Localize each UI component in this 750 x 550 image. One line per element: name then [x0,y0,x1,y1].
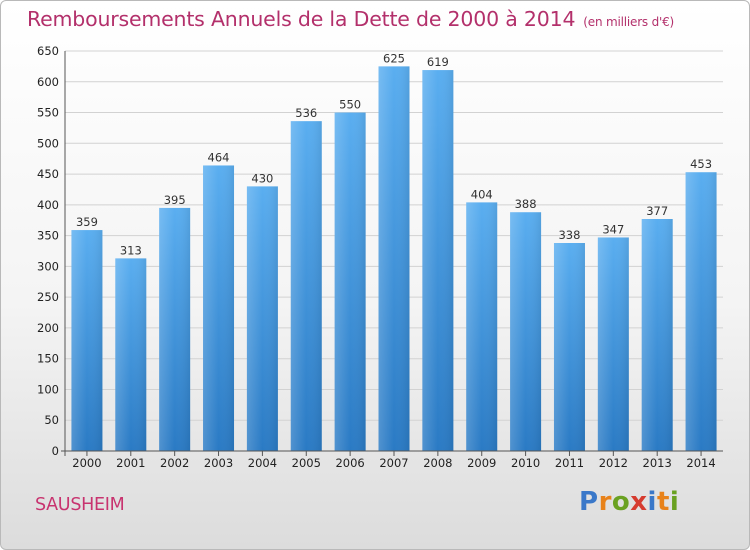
y-tick-label: 150 [37,352,59,366]
logo-letter: x [630,487,648,517]
bar-value-label: 625 [383,51,405,65]
bar-value-label: 453 [690,157,712,171]
y-tick-label: 50 [44,413,59,427]
y-tick-label: 350 [37,229,59,243]
bar-value-label: 550 [339,98,361,112]
bar-value-label: 347 [602,222,624,236]
logo-letter: r [598,487,612,517]
bar-value-label: 395 [164,193,186,207]
y-tick-label: 500 [37,136,59,150]
x-tick-label: 2001 [116,456,145,470]
bar-shine [685,172,717,451]
x-tick-label: 2014 [686,456,715,470]
bar-shine [553,243,585,451]
x-tick-label: 2006 [335,456,364,470]
logo-letter: P [579,487,599,517]
y-tick-label: 100 [37,382,59,396]
x-tick-label: 2007 [379,456,408,470]
y-tick-label: 200 [37,321,59,335]
bar-value-label: 338 [558,228,580,242]
x-tick-label: 2002 [160,456,189,470]
city-name: SAUSHEIM [35,495,125,515]
x-tick-label: 2003 [204,456,233,470]
bar-shine [466,202,498,451]
bar-value-label: 464 [208,150,230,164]
bar-shine [159,207,191,451]
logo-letter: t [656,487,670,517]
x-tick-label: 2010 [511,456,540,470]
bar-value-label: 430 [251,171,273,185]
logo-letter: i [647,487,657,517]
axis-layer: 0 50 100 150 200 250 300 350 400 450 500 550 600 650 2… [37,44,723,470]
x-tick-label: 2013 [643,456,672,470]
y-tick-label: 0 [52,444,59,458]
y-tick-label: 450 [37,167,59,181]
bar-value-label: 404 [471,187,493,201]
bar-value-label: 619 [427,55,449,69]
y-tick-label: 250 [37,290,59,304]
proxiti-logo: Proxiti [579,487,679,517]
bar-shine [334,112,366,452]
y-tick-label: 600 [37,75,59,89]
bar-shine [378,66,410,451]
bar-shine [422,70,454,452]
y-tick-label: 550 [37,106,59,120]
x-tick-label: 2011 [555,456,584,470]
x-tick-label: 2005 [292,456,321,470]
x-tick-label: 2012 [599,456,628,470]
chart-title-text: Remboursements Annuels de la Dette de 20… [27,7,576,31]
x-tick-label: 2009 [467,456,496,470]
y-tick-label: 300 [37,259,59,273]
bar-value-label: 388 [515,197,537,211]
y-tick-label: 650 [37,44,59,58]
bar-shine [641,219,673,451]
bar-layer: 359 313 395 464 430 536 550 625 619 404 388 338 347 3… [71,51,717,452]
bar-shine [71,230,103,451]
bar-shine [115,258,147,451]
bar-shine [246,186,278,451]
bar-shine [203,165,235,451]
chart-title: Remboursements Annuels de la Dette de 20… [27,7,674,31]
logo-letter: i [669,487,680,517]
bar-shine [290,121,322,452]
bar-value-label: 359 [76,215,98,229]
x-tick-label: 2000 [72,456,101,470]
y-tick-label: 400 [37,198,59,212]
bar-value-label: 313 [120,243,142,257]
x-tick-label: 2008 [423,456,452,470]
bar-value-label: 377 [646,204,668,218]
bar-value-label: 536 [295,106,317,120]
bar-shine [510,212,542,451]
chart-subtitle: (en milliers d'€) [583,15,675,29]
logo-letter: o [611,487,631,517]
x-tick-label: 2004 [248,456,277,470]
bar-shine [597,237,629,451]
